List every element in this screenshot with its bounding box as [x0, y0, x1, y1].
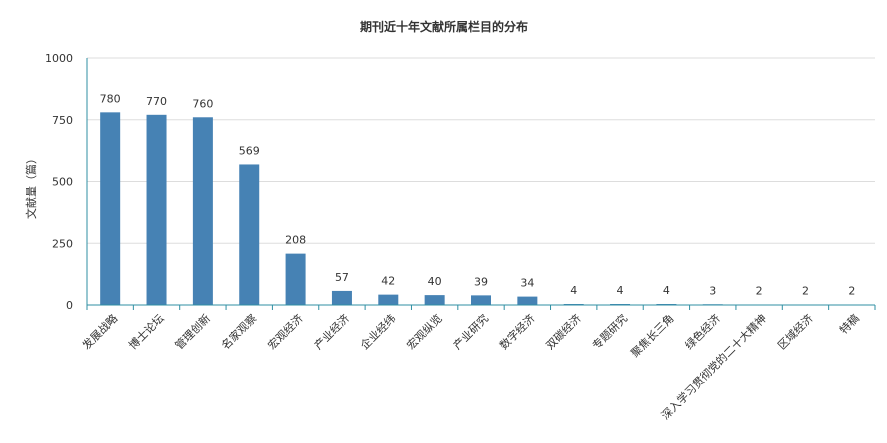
x-tick-label: 特稿: [836, 311, 861, 336]
data-label: 569: [239, 144, 260, 157]
x-tick-label: 聚焦长三角: [628, 312, 676, 360]
y-tick-label: 1000: [45, 52, 73, 65]
data-label: 4: [663, 284, 670, 297]
data-label: 2: [802, 285, 809, 298]
bar: [100, 112, 121, 305]
data-label: 40: [428, 275, 442, 288]
bar: [517, 296, 538, 305]
data-label: 4: [617, 284, 624, 297]
y-tick-label: 500: [52, 176, 73, 189]
data-label: 57: [335, 271, 349, 284]
x-tick-label: 宏观纵览: [404, 311, 445, 352]
data-label: 42: [381, 275, 395, 288]
x-tick-label: 数字经济: [496, 311, 537, 352]
y-axis-label: 文献量（篇）: [24, 153, 38, 219]
data-label: 39: [474, 275, 488, 288]
bar: [471, 295, 491, 305]
bar: [192, 117, 213, 305]
bar: [378, 294, 399, 305]
y-tick-label: 750: [52, 114, 73, 127]
chart-title: 期刊近十年文献所属栏目的分布: [360, 19, 528, 34]
x-tick-label: 企业经纬: [357, 311, 398, 352]
data-label: 2: [848, 285, 855, 298]
x-tick-label: 产业经济: [311, 311, 352, 352]
x-tick-label: 绿色经济: [682, 311, 723, 352]
data-label: 780: [100, 92, 121, 105]
data-label: 770: [146, 95, 167, 108]
bar: [146, 114, 167, 305]
y-tick-label: 250: [52, 237, 73, 250]
bar: [285, 253, 306, 305]
axes: [86, 58, 876, 310]
y-tick-labels: 0 250 500 750 1000: [45, 52, 73, 312]
x-tick-label: 名家观察: [218, 311, 259, 352]
gridlines: [87, 57, 875, 244]
x-tick-label: 双碳经济: [543, 311, 584, 352]
data-label: 4: [570, 284, 577, 297]
x-tick-label: 区域经济: [775, 311, 816, 352]
x-tick-label: 管理创新: [172, 311, 213, 352]
data-label: 760: [192, 97, 213, 110]
data-label: 2: [756, 285, 763, 298]
y-tick-label: 0: [66, 299, 73, 312]
x-tick-labels: 发展战略 博士论坛 管理创新 名家观察 宏观经济 产业经济 企业经纬 宏观纵览 产业研究 数字经济…: [79, 311, 862, 422]
x-tick-label: 博士论坛: [126, 311, 167, 352]
data-label: 3: [709, 284, 716, 297]
x-tick-label: 宏观经济: [265, 311, 306, 352]
data-label: 34: [520, 277, 534, 290]
bar: [239, 164, 260, 305]
bar: [331, 290, 352, 305]
data-label: 208: [285, 234, 306, 247]
x-tick-label: 产业研究: [450, 311, 491, 352]
x-tick-label: 发展战略: [79, 311, 120, 352]
data-labels: 780 770 760 569 208 57 42 40 39 34 4 4 4 3 2 2 2: [100, 92, 856, 297]
bars: [100, 112, 862, 305]
x-tick-label: 专题研究: [589, 311, 630, 352]
bar: [424, 295, 445, 305]
